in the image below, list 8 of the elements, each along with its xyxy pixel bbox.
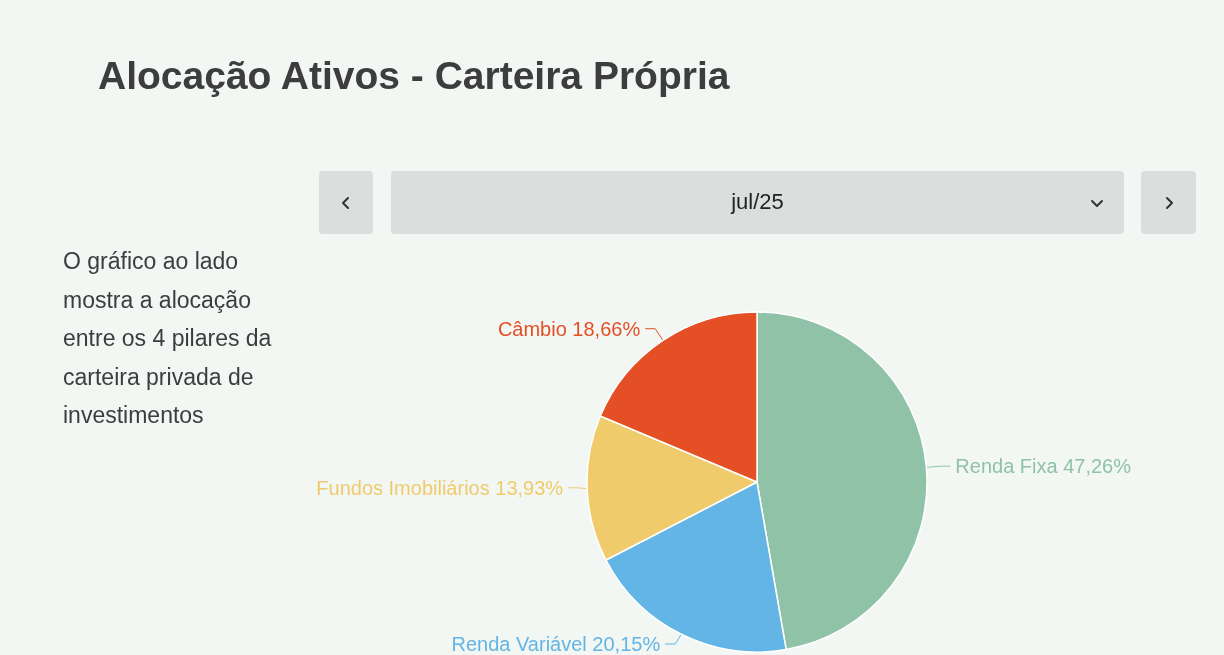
slice-label: Fundos Imobiliários 13,93% (316, 476, 564, 499)
date-dropdown: jul/25 (391, 171, 1124, 234)
chart-title: Alocação Ativos - Carteira Própria (98, 54, 730, 98)
slice-label: Câmbio 18,66% (497, 317, 641, 340)
chart-subtitle: jul/25 (729, 189, 785, 215)
slice-label: Renda Fixa 47,26% (955, 455, 1132, 478)
slice-label: Renda Variável 20,15% (451, 633, 661, 655)
text: O gráfico ao lado mostra a alocação entre os 4 pilares da carteira privada de investimentos (63, 247, 273, 430)
